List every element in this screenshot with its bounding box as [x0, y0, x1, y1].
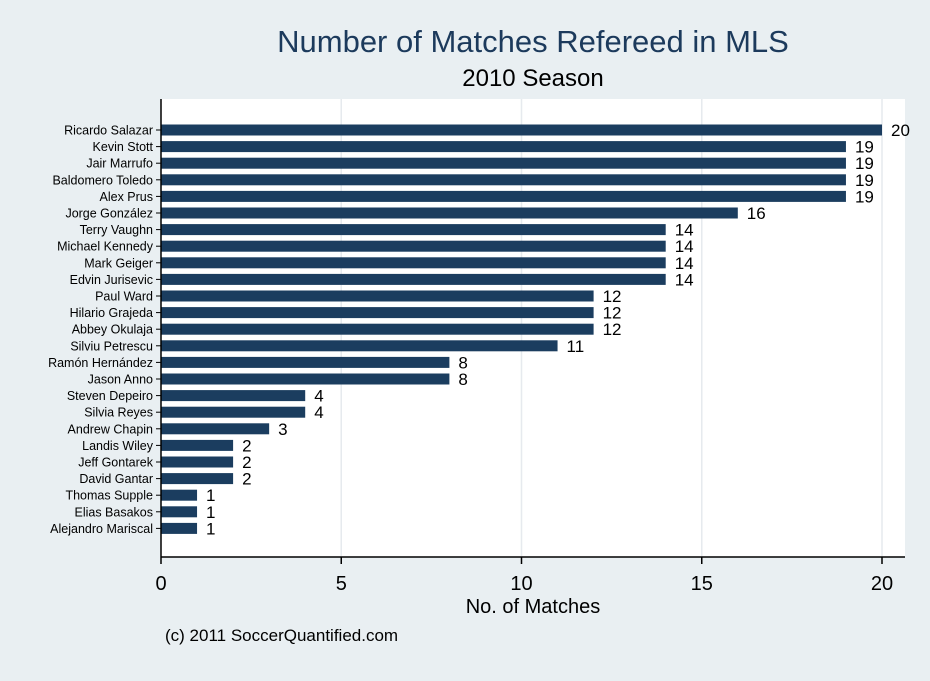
bar — [161, 506, 198, 518]
value-label: 11 — [567, 337, 585, 356]
category-label: Mark Geiger — [84, 256, 153, 270]
category-label: Andrew Chapin — [68, 422, 154, 436]
x-tick-label: 0 — [155, 573, 166, 595]
bar — [161, 240, 666, 252]
bar — [161, 124, 882, 136]
value-label: 4 — [314, 403, 323, 422]
category-label: Alex Prus — [100, 190, 154, 204]
value-label: 4 — [314, 387, 323, 406]
value-label: 12 — [603, 304, 622, 323]
bar — [161, 207, 738, 219]
bar — [161, 356, 450, 368]
x-tick-label: 15 — [691, 573, 713, 595]
x-tick-label: 20 — [871, 573, 893, 595]
category-label: Baldomero Toledo — [52, 173, 153, 187]
category-label: Kevin Stott — [93, 140, 154, 154]
category-label: Elias Basakos — [74, 505, 153, 519]
value-label: 14 — [675, 221, 694, 240]
bar — [161, 489, 198, 501]
category-label: Abbey Okulaja — [72, 323, 153, 337]
chart-subtitle: 2010 Season — [462, 65, 603, 92]
category-label: Paul Ward — [95, 290, 153, 304]
bar — [161, 373, 450, 385]
bar — [161, 473, 234, 485]
value-label: 19 — [855, 138, 874, 157]
bar — [161, 307, 594, 319]
value-label: 1 — [206, 519, 215, 538]
category-label: Silvia Reyes — [84, 406, 153, 420]
value-label: 1 — [206, 503, 215, 522]
value-label: 19 — [855, 154, 874, 173]
bar — [161, 456, 234, 468]
value-label: 14 — [675, 237, 694, 256]
chart-title: Number of Matches Refereed in MLS — [277, 24, 789, 59]
category-label: Silviu Petrescu — [70, 339, 153, 353]
value-label: 19 — [855, 187, 874, 206]
value-label: 2 — [242, 470, 251, 489]
value-label: 8 — [458, 370, 467, 389]
value-label: 16 — [747, 204, 766, 223]
bar — [161, 323, 594, 335]
category-label: Edvin Jurisevic — [70, 273, 153, 287]
value-label: 12 — [603, 287, 622, 306]
bar — [161, 423, 270, 435]
bar — [161, 174, 846, 186]
value-label: 12 — [603, 320, 622, 339]
bar — [161, 439, 234, 451]
bar — [161, 157, 846, 169]
bar — [161, 522, 198, 534]
value-label: 14 — [675, 270, 694, 289]
value-label: 1 — [206, 486, 215, 505]
category-label: David Gantar — [79, 472, 153, 486]
category-label: Landis Wiley — [82, 439, 154, 453]
value-label: 19 — [855, 171, 874, 190]
x-tick-label: 5 — [336, 573, 347, 595]
bar — [161, 390, 306, 402]
category-label: Jair Marrufo — [86, 157, 153, 171]
category-label: Jason Anno — [88, 373, 153, 387]
value-label: 20 — [891, 121, 910, 140]
value-label: 8 — [458, 353, 467, 372]
bar — [161, 224, 666, 236]
bar — [161, 340, 558, 352]
category-label: Jeff Gontarek — [78, 456, 154, 470]
category-label: Steven Depeiro — [67, 389, 153, 403]
category-label: Michael Kennedy — [57, 240, 154, 254]
category-label: Ricardo Salazar — [64, 124, 153, 138]
bar — [161, 273, 666, 285]
value-label: 14 — [675, 254, 694, 273]
category-label: Thomas Supple — [65, 489, 153, 503]
category-label: Ramón Hernández — [48, 356, 153, 370]
category-label: Hilario Grajeda — [70, 306, 153, 320]
category-label: Alejandro Mariscal — [50, 522, 153, 536]
value-label: 3 — [278, 420, 287, 439]
x-tick-label: 10 — [510, 573, 532, 595]
x-axis-label: No. of Matches — [466, 596, 601, 618]
bar — [161, 257, 666, 269]
bar — [161, 141, 846, 153]
category-label: Terry Vaughn — [80, 223, 153, 237]
value-label: 2 — [242, 453, 251, 472]
credit-text: (c) 2011 SoccerQuantified.com — [165, 626, 398, 645]
category-label: Jorge González — [65, 207, 153, 221]
bar — [161, 190, 846, 202]
bar — [161, 406, 306, 418]
value-label: 2 — [242, 436, 251, 455]
bar — [161, 290, 594, 302]
